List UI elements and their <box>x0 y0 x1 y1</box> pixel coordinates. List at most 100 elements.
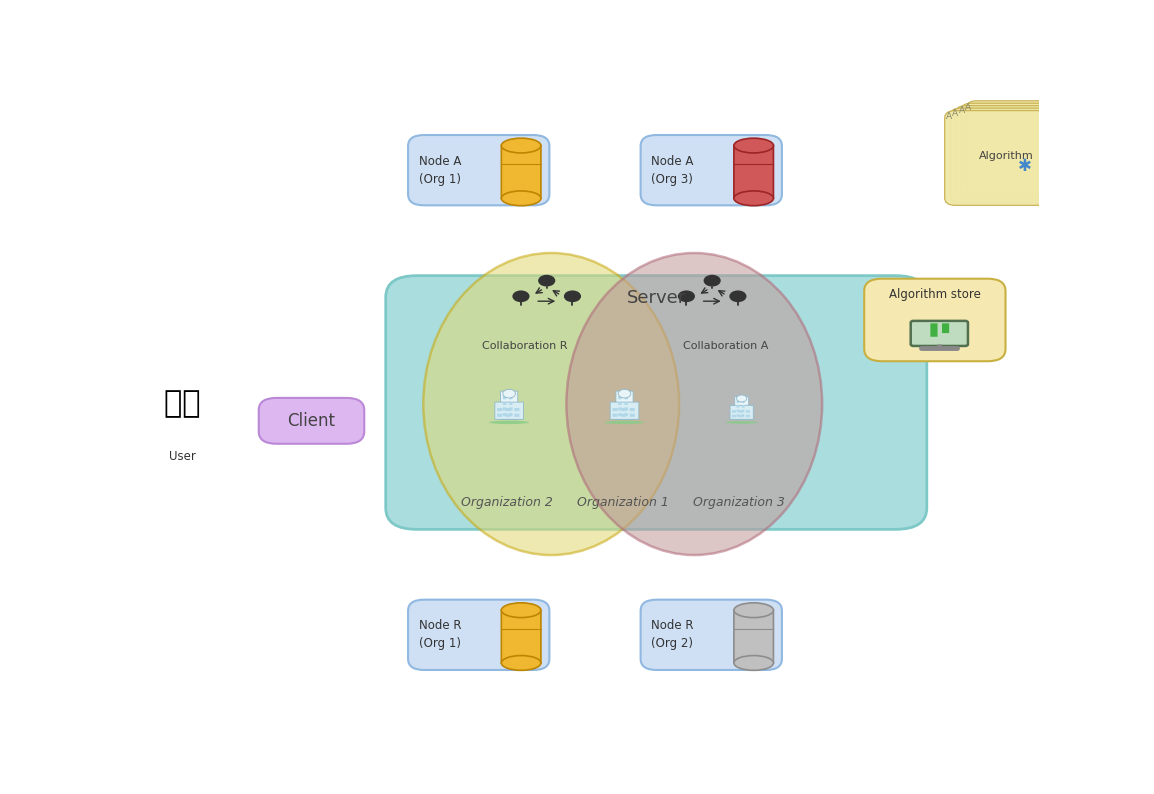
Ellipse shape <box>734 191 773 206</box>
FancyBboxPatch shape <box>742 400 744 403</box>
Ellipse shape <box>734 656 773 670</box>
Ellipse shape <box>734 138 773 153</box>
FancyBboxPatch shape <box>509 396 512 399</box>
Text: User: User <box>170 450 196 463</box>
Circle shape <box>538 275 555 287</box>
Circle shape <box>729 291 747 303</box>
FancyBboxPatch shape <box>616 391 634 419</box>
FancyBboxPatch shape <box>942 323 950 333</box>
FancyBboxPatch shape <box>505 408 511 411</box>
FancyBboxPatch shape <box>613 408 617 411</box>
FancyBboxPatch shape <box>509 413 512 416</box>
FancyBboxPatch shape <box>503 396 507 399</box>
Text: A: A <box>946 112 952 121</box>
Text: Node R
(Org 2): Node R (Org 2) <box>651 619 694 650</box>
Ellipse shape <box>424 253 679 555</box>
FancyBboxPatch shape <box>630 408 635 411</box>
FancyBboxPatch shape <box>503 413 507 416</box>
FancyBboxPatch shape <box>503 402 507 405</box>
FancyBboxPatch shape <box>505 414 511 417</box>
FancyBboxPatch shape <box>621 414 627 417</box>
FancyBboxPatch shape <box>610 402 639 419</box>
FancyBboxPatch shape <box>630 414 635 417</box>
FancyBboxPatch shape <box>495 402 524 419</box>
Text: 🧑‍💻: 🧑‍💻 <box>165 390 201 418</box>
FancyBboxPatch shape <box>736 414 740 417</box>
FancyBboxPatch shape <box>640 599 782 670</box>
FancyBboxPatch shape <box>732 410 736 413</box>
FancyBboxPatch shape <box>734 611 773 663</box>
FancyBboxPatch shape <box>624 396 628 399</box>
Circle shape <box>619 389 631 398</box>
Text: Node A
(Org 3): Node A (Org 3) <box>651 155 694 186</box>
Ellipse shape <box>567 253 822 555</box>
FancyBboxPatch shape <box>624 407 628 410</box>
FancyBboxPatch shape <box>619 396 622 399</box>
Circle shape <box>512 291 530 303</box>
FancyBboxPatch shape <box>497 414 502 417</box>
FancyBboxPatch shape <box>732 414 736 418</box>
Ellipse shape <box>501 191 541 206</box>
Circle shape <box>564 291 582 303</box>
FancyBboxPatch shape <box>385 276 927 530</box>
Text: Collaboration A: Collaboration A <box>683 341 769 351</box>
FancyBboxPatch shape <box>619 402 622 405</box>
FancyBboxPatch shape <box>736 410 740 412</box>
Text: Node R
(Org 1): Node R (Org 1) <box>419 619 462 650</box>
Text: A: A <box>952 109 959 118</box>
FancyBboxPatch shape <box>619 407 622 410</box>
FancyBboxPatch shape <box>624 413 628 416</box>
Ellipse shape <box>501 138 541 153</box>
Text: Algorithm store: Algorithm store <box>889 288 981 301</box>
Text: Algorithm: Algorithm <box>979 152 1034 161</box>
Text: Organization 3: Organization 3 <box>694 495 785 509</box>
FancyBboxPatch shape <box>950 108 1052 203</box>
Circle shape <box>503 389 516 398</box>
FancyBboxPatch shape <box>509 407 512 410</box>
FancyBboxPatch shape <box>501 611 541 663</box>
FancyBboxPatch shape <box>503 407 507 410</box>
Text: Client: Client <box>287 412 336 430</box>
Ellipse shape <box>605 421 645 424</box>
FancyBboxPatch shape <box>966 101 1069 195</box>
FancyBboxPatch shape <box>736 400 740 403</box>
Circle shape <box>736 395 747 402</box>
Ellipse shape <box>726 421 758 424</box>
FancyBboxPatch shape <box>735 396 749 419</box>
FancyBboxPatch shape <box>911 321 968 346</box>
FancyBboxPatch shape <box>619 413 622 416</box>
FancyBboxPatch shape <box>734 145 773 198</box>
FancyBboxPatch shape <box>864 279 1005 361</box>
FancyBboxPatch shape <box>501 145 541 198</box>
Ellipse shape <box>501 603 541 618</box>
FancyBboxPatch shape <box>961 103 1064 198</box>
Text: Node A
(Org 1): Node A (Org 1) <box>419 155 462 186</box>
FancyBboxPatch shape <box>613 414 617 417</box>
FancyBboxPatch shape <box>624 402 628 405</box>
Circle shape <box>704 275 721 287</box>
FancyBboxPatch shape <box>258 398 365 444</box>
FancyBboxPatch shape <box>739 410 743 413</box>
Ellipse shape <box>501 656 541 670</box>
FancyBboxPatch shape <box>745 410 750 413</box>
FancyBboxPatch shape <box>742 410 744 412</box>
Text: Server: Server <box>627 289 685 307</box>
FancyBboxPatch shape <box>501 391 518 419</box>
FancyBboxPatch shape <box>640 135 782 206</box>
FancyBboxPatch shape <box>930 323 937 337</box>
FancyBboxPatch shape <box>497 408 502 411</box>
FancyBboxPatch shape <box>621 408 627 411</box>
Ellipse shape <box>489 421 530 424</box>
FancyBboxPatch shape <box>945 110 1048 206</box>
FancyBboxPatch shape <box>742 414 744 417</box>
Ellipse shape <box>734 603 773 618</box>
FancyBboxPatch shape <box>956 106 1058 200</box>
Text: ✱: ✱ <box>1018 156 1032 175</box>
FancyBboxPatch shape <box>409 599 549 670</box>
FancyBboxPatch shape <box>515 408 519 411</box>
FancyBboxPatch shape <box>730 405 754 419</box>
FancyBboxPatch shape <box>736 405 740 407</box>
Text: Collaboration R: Collaboration R <box>481 341 567 351</box>
FancyBboxPatch shape <box>745 414 750 418</box>
Text: Organization 2: Organization 2 <box>460 495 553 509</box>
